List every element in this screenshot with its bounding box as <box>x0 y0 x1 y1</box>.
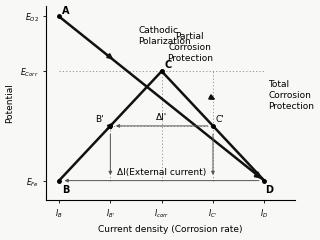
X-axis label: Current density (Corrosion rate): Current density (Corrosion rate) <box>98 225 243 234</box>
Text: Cathodic
Polarization: Cathodic Polarization <box>139 26 191 46</box>
Text: Partial
Corrosion
Protection: Partial Corrosion Protection <box>167 32 213 63</box>
Text: B: B <box>62 185 69 195</box>
Text: ΔI': ΔI' <box>156 113 167 121</box>
Text: Total
Corrosion
Protection: Total Corrosion Protection <box>268 80 314 111</box>
Text: C': C' <box>216 115 224 124</box>
Text: B': B' <box>96 115 104 124</box>
Text: A: A <box>62 6 69 17</box>
Text: C: C <box>164 60 172 70</box>
Text: D: D <box>265 185 273 195</box>
Y-axis label: Potential: Potential <box>5 83 14 123</box>
Text: ΔI(External current): ΔI(External current) <box>117 168 206 177</box>
